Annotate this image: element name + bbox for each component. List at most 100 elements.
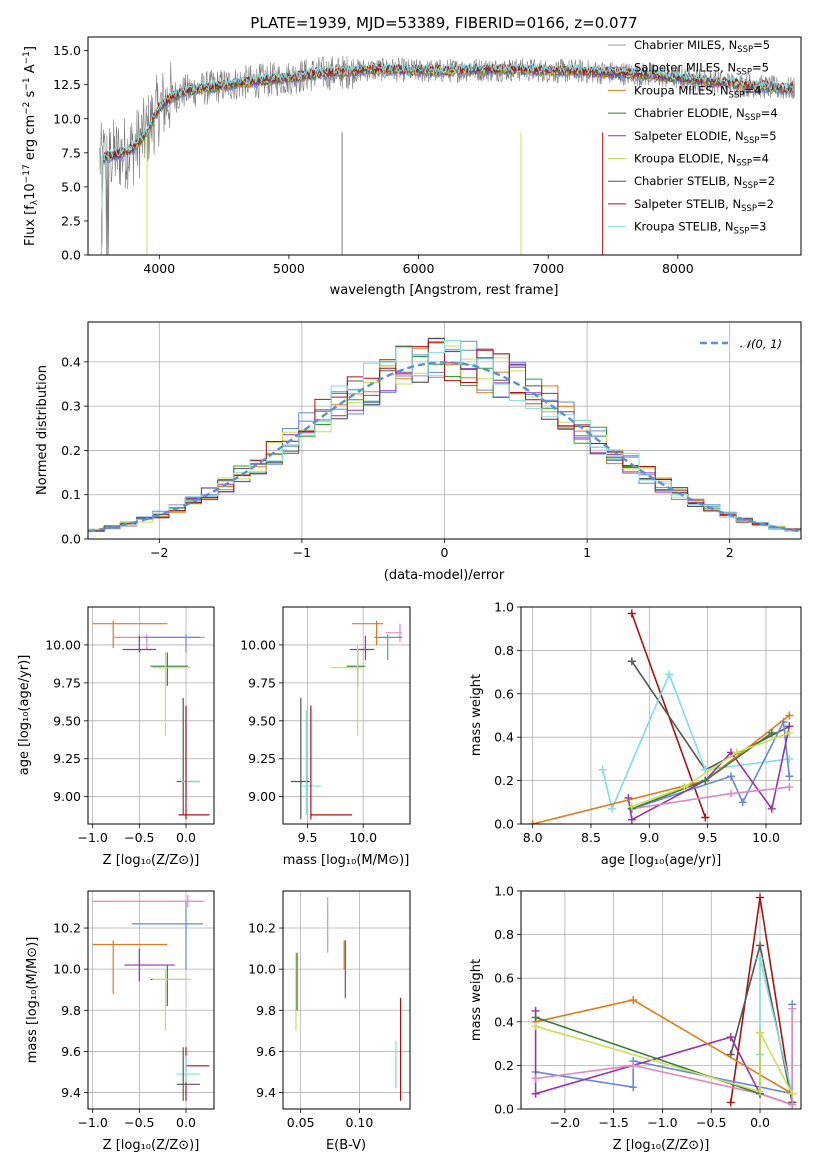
ageM-ytick-label-3: 9.75: [248, 675, 276, 690]
residuals-xlabel: (data-model)/error: [384, 568, 505, 583]
wAge-series-6: [532, 714, 790, 824]
massZ-ytick-label-4: 10.2: [53, 921, 81, 936]
spectrum-ylabel: Flux [fλ10−17 erg cm−2 s−1 A−1]: [22, 46, 40, 246]
ageM-point-0: [352, 620, 384, 645]
spectrum-model-line-8: [99, 61, 794, 255]
wZ-ytick-label-1: 0.2: [494, 1058, 514, 1073]
residuals-marks: [88, 337, 801, 539]
ageZ-frame: [87, 606, 215, 825]
ageZ-point-3: [122, 635, 157, 653]
wZ-ytick-label-2: 0.4: [494, 1014, 514, 1029]
ageM-xtick-label-0: 9.5: [298, 830, 318, 845]
residuals-ytick-label-0: 0.0: [61, 532, 81, 547]
residuals-xtick-label-3: 1: [583, 545, 591, 560]
ageM-frame: [282, 606, 411, 825]
wAge-marker-1-0: [627, 657, 636, 666]
wZ-marker-4-1: [531, 1089, 540, 1098]
massZ-xtick-label-1: −0.5: [124, 1115, 154, 1130]
wAge-marker-2-2: [665, 670, 674, 679]
ageM-marks: [290, 620, 403, 820]
spectrum-legend-label-5: Kroupa ELODIE, NSSP=4: [634, 152, 769, 169]
wZ-ytick-label-4: 0.8: [494, 927, 514, 942]
wZ-series-0: [730, 897, 793, 1103]
wAge-marker-8-0: [627, 802, 636, 811]
spectrum-frame: [87, 36, 802, 256]
residual-histogram-8: [88, 339, 801, 539]
wZ-series-1: [730, 945, 793, 1103]
wZ-marker-6-1: [629, 996, 638, 1004]
age-vs-mass-plot-area: 9.5 10.0 9.00 9.25 9.50 9.75 10.00: [240, 606, 411, 845]
massZ-ytick-label-0: 9.4: [61, 1085, 81, 1100]
wAge-marks: [528, 609, 794, 824]
wAge-frame: [520, 606, 802, 825]
wZ-marker-8-0: [531, 1022, 540, 1031]
wZ-marker-5-0: [531, 1074, 540, 1083]
wAge-xtick-label-1: 8.5: [581, 830, 601, 845]
wAge-ytick-label-5: 1.0: [494, 600, 514, 615]
gaussian-curve: [88, 361, 799, 533]
massZ-ytick-label-1: 9.6: [61, 1044, 81, 1059]
massZ-point-7: [176, 1055, 200, 1083]
spectrum-title: PLATE=1939, MJD=53389, FIBERID=0166, z=0…: [250, 14, 637, 32]
massE-ytick-label-2: 9.8: [256, 1003, 276, 1018]
mass-vs-ebv-xlabel: E(B-V): [326, 1138, 366, 1153]
massZ-marks: [92, 895, 210, 1101]
massZ-ytick-label-3: 10.0: [53, 962, 81, 977]
wZ-marker-0-1: [756, 893, 765, 902]
ageZ-ytick-label-4: 10.00: [45, 637, 81, 652]
spectrum-plot-area: 4000 5000 6000 7000 8000 0.0 2.5 5.0 7.5 10.0 12.5…: [53, 36, 802, 276]
ageM-point-8: [310, 705, 353, 820]
wAge-xtick-label-3: 9.5: [698, 830, 718, 845]
wAge-marker-6-2: [785, 711, 794, 720]
wAge-marker-3-1: [727, 772, 735, 781]
wZ-ytick-label-3: 0.6: [494, 971, 514, 986]
residuals-ytick-label-3: 0.3: [61, 399, 81, 414]
massE-ytick-label-0: 9.4: [256, 1085, 276, 1100]
wAge-ytick-label-1: 0.2: [494, 773, 514, 788]
massZ-xtick-label-0: −1.0: [77, 1115, 107, 1130]
ageM-ytick-label-1: 9.25: [248, 751, 276, 766]
wAge-marker-8-2: [732, 748, 741, 757]
wZ-series-2: [759, 958, 793, 1094]
wZ-marks: [531, 893, 797, 1109]
ageZ-point-4: [150, 652, 188, 686]
wAge-marker-4-4: [767, 804, 776, 813]
spectrum-legend-label-8: Kroupa STELIB, NSSP=3: [634, 220, 766, 237]
massZ-xtick-label-2: 0.0: [176, 1115, 196, 1130]
massE-ytick-label-1: 9.6: [256, 1044, 276, 1059]
massZ-point-8: [176, 1047, 200, 1101]
mass-vs-metallicity-panel: −1.0 −0.5 0.0 9.4 9.6 9.8 10.0 10.2 Z [log₁₀(Z/…: [25, 890, 215, 1153]
wZ-xtick-label-0: −2.0: [550, 1115, 580, 1130]
residuals-ytick-label-2: 0.2: [61, 443, 81, 458]
mass-vs-metallicity-xlabel: Z [log₁₀(Z/Z⊙)]: [103, 1138, 200, 1153]
ageZ-point-0: [92, 620, 168, 648]
weight-vs-metallicity-panel: −2.0 −1.5 −1.0 −0.5 0.0 0.0 0.2 0.4 0.6 0.8 1.0 Z …: [469, 884, 802, 1153]
ageZ-ytick-label-2: 9.50: [53, 713, 81, 728]
wZ-ytick-label-5: 1.0: [494, 884, 514, 899]
weight-vs-age-panel: 8.0 8.5 9.0 9.5 10.0 0.0 0.2 0.4 0.6 0.8 1.0 age […: [469, 600, 802, 868]
wAge-marker-0-1: [701, 813, 710, 822]
residuals-xtick-label-0: −2: [150, 545, 168, 560]
spectrum-ytick-label-5: 12.5: [53, 77, 81, 92]
ageZ-xtick-label-1: −0.5: [124, 830, 154, 845]
massZ-frame: [87, 890, 215, 1110]
massZ-point-4: [150, 965, 188, 1007]
wAge-xtick-label-4: 10.0: [752, 830, 780, 845]
massE-frame: [282, 890, 411, 1110]
massE-marks: [295, 897, 402, 1101]
residuals-ytick-label-1: 0.1: [61, 487, 81, 502]
ageM-ytick-label-0: 9.00: [248, 789, 276, 804]
wAge-series-8: [631, 732, 790, 808]
ageZ-point-7: [181, 705, 200, 797]
mass-vs-metallicity-ylabel: mass [log₁₀(M/M⊙)]: [25, 937, 40, 1064]
wZ-marker-5-1: [629, 1061, 638, 1070]
ageM-point-1: [385, 623, 403, 642]
ageM-point-2: [374, 634, 403, 661]
spectrum-legend-label-0: Chabrier MILES, NSSP=5: [634, 38, 770, 55]
weight-vs-metallicity-plot-area: −2.0 −1.5 −1.0 −0.5 0.0 0.0 0.2 0.4 0.6 0.8 1.0: [494, 884, 802, 1130]
weight-vs-metallicity-ylabel: mass weight: [469, 959, 484, 1041]
wZ-ytick-label-0: 0.0: [494, 1102, 514, 1117]
spectrum-ytick-label-1: 2.5: [61, 213, 81, 228]
wAge-marker-2-1: [608, 804, 616, 813]
